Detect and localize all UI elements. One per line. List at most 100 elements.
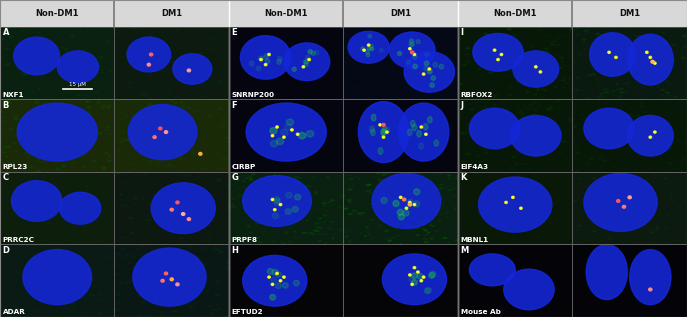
Ellipse shape [192, 152, 196, 153]
Ellipse shape [565, 203, 570, 204]
Ellipse shape [640, 99, 641, 100]
Ellipse shape [130, 232, 134, 234]
Ellipse shape [371, 238, 375, 239]
Ellipse shape [130, 208, 132, 209]
Ellipse shape [279, 176, 280, 177]
Ellipse shape [278, 57, 282, 61]
Ellipse shape [529, 131, 532, 132]
Ellipse shape [417, 273, 423, 279]
Ellipse shape [387, 172, 392, 173]
Ellipse shape [505, 201, 507, 204]
Ellipse shape [96, 195, 98, 196]
Ellipse shape [680, 106, 683, 107]
Ellipse shape [344, 208, 348, 209]
Ellipse shape [369, 193, 372, 194]
Ellipse shape [140, 74, 144, 75]
Ellipse shape [620, 92, 623, 93]
Ellipse shape [30, 71, 33, 73]
Ellipse shape [433, 62, 438, 67]
Ellipse shape [410, 42, 414, 46]
Ellipse shape [295, 237, 296, 238]
Ellipse shape [269, 54, 270, 55]
Ellipse shape [18, 211, 22, 213]
Ellipse shape [180, 101, 182, 102]
Ellipse shape [144, 32, 146, 33]
Ellipse shape [124, 224, 126, 225]
Ellipse shape [30, 167, 32, 168]
Ellipse shape [639, 36, 644, 37]
Ellipse shape [81, 312, 83, 313]
Ellipse shape [215, 294, 220, 296]
Ellipse shape [409, 42, 413, 46]
Ellipse shape [9, 102, 11, 103]
Ellipse shape [104, 256, 108, 257]
Ellipse shape [520, 112, 525, 113]
Ellipse shape [50, 222, 53, 223]
Ellipse shape [46, 58, 50, 60]
Ellipse shape [307, 184, 309, 185]
Ellipse shape [660, 139, 663, 140]
Ellipse shape [597, 55, 600, 56]
Ellipse shape [56, 262, 60, 264]
Ellipse shape [648, 139, 649, 140]
Ellipse shape [182, 131, 185, 132]
Ellipse shape [141, 254, 143, 255]
Ellipse shape [81, 62, 85, 64]
Ellipse shape [396, 221, 401, 223]
Ellipse shape [520, 113, 525, 115]
Ellipse shape [71, 149, 74, 150]
Ellipse shape [477, 226, 480, 227]
Ellipse shape [0, 284, 3, 285]
Ellipse shape [563, 77, 564, 78]
Ellipse shape [423, 224, 426, 225]
Ellipse shape [122, 132, 125, 133]
Ellipse shape [203, 96, 207, 97]
Ellipse shape [34, 178, 38, 180]
Ellipse shape [658, 74, 663, 76]
Ellipse shape [173, 108, 175, 109]
Ellipse shape [274, 198, 280, 204]
Ellipse shape [423, 73, 425, 75]
Ellipse shape [169, 298, 172, 299]
Ellipse shape [292, 67, 296, 71]
Ellipse shape [624, 83, 629, 85]
Ellipse shape [232, 204, 234, 205]
Ellipse shape [682, 215, 685, 217]
Ellipse shape [569, 29, 574, 30]
Ellipse shape [574, 89, 579, 91]
Ellipse shape [657, 126, 661, 127]
Ellipse shape [604, 229, 607, 230]
Ellipse shape [423, 229, 426, 230]
Ellipse shape [50, 189, 52, 190]
FancyBboxPatch shape [0, 100, 115, 172]
Ellipse shape [555, 100, 560, 101]
Ellipse shape [425, 61, 429, 66]
Ellipse shape [605, 181, 607, 182]
Ellipse shape [545, 108, 550, 110]
Ellipse shape [430, 83, 434, 87]
Ellipse shape [161, 226, 165, 227]
Ellipse shape [413, 231, 415, 232]
Ellipse shape [494, 95, 498, 97]
Ellipse shape [225, 262, 229, 263]
Ellipse shape [306, 131, 314, 137]
Ellipse shape [87, 194, 91, 195]
Ellipse shape [157, 149, 158, 150]
Ellipse shape [400, 197, 401, 198]
Ellipse shape [65, 280, 68, 281]
Ellipse shape [575, 171, 580, 172]
Ellipse shape [83, 273, 85, 274]
Ellipse shape [530, 105, 533, 106]
Ellipse shape [424, 66, 428, 71]
Ellipse shape [162, 70, 166, 71]
Ellipse shape [614, 175, 619, 177]
Ellipse shape [286, 206, 291, 207]
Ellipse shape [25, 149, 29, 150]
Ellipse shape [493, 155, 495, 156]
Ellipse shape [597, 82, 600, 83]
Ellipse shape [482, 41, 487, 43]
Ellipse shape [517, 190, 521, 191]
Ellipse shape [82, 144, 86, 145]
Ellipse shape [512, 156, 515, 158]
Ellipse shape [571, 213, 573, 214]
